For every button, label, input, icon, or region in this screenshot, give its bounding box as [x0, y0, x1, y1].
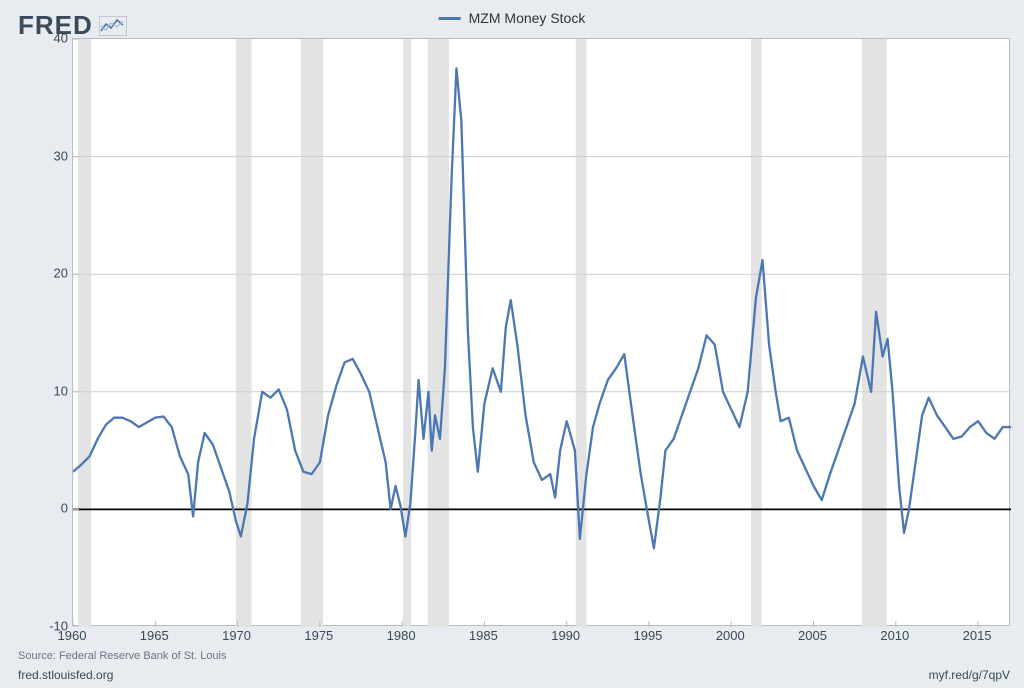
y-tick-label: 20	[54, 266, 68, 281]
x-tick-label: 1965	[140, 628, 169, 643]
chart-plot-area	[72, 38, 1010, 626]
x-tick-label: 1980	[387, 628, 416, 643]
x-tick-label: 2005	[798, 628, 827, 643]
x-tick-label: 2010	[880, 628, 909, 643]
y-tick-label: 0	[61, 501, 68, 516]
legend-swatch	[439, 17, 461, 20]
x-tick-label: 2015	[963, 628, 992, 643]
logo-chart-icon	[99, 16, 127, 36]
x-tick-label: 1995	[633, 628, 662, 643]
y-tick-label: 30	[54, 148, 68, 163]
chart-svg	[73, 39, 1011, 627]
chart-legend: MZM Money Stock	[439, 10, 586, 26]
x-tick-label: 1975	[304, 628, 333, 643]
footer-shortlink: myf.red/g/7qpV	[929, 668, 1010, 682]
y-tick-label: 40	[54, 31, 68, 46]
x-tick-label: 1970	[222, 628, 251, 643]
footer-source: Source: Federal Reserve Bank of St. Loui…	[18, 650, 227, 662]
x-tick-label: 1990	[551, 628, 580, 643]
legend-label: MZM Money Stock	[469, 10, 586, 26]
x-tick-label: 1960	[58, 628, 87, 643]
x-tick-label: 2000	[716, 628, 745, 643]
footer-site: fred.stlouisfed.org	[18, 668, 113, 682]
y-tick-label: 10	[54, 383, 68, 398]
x-tick-label: 1985	[469, 628, 498, 643]
fred-logo: FRED	[18, 10, 127, 41]
